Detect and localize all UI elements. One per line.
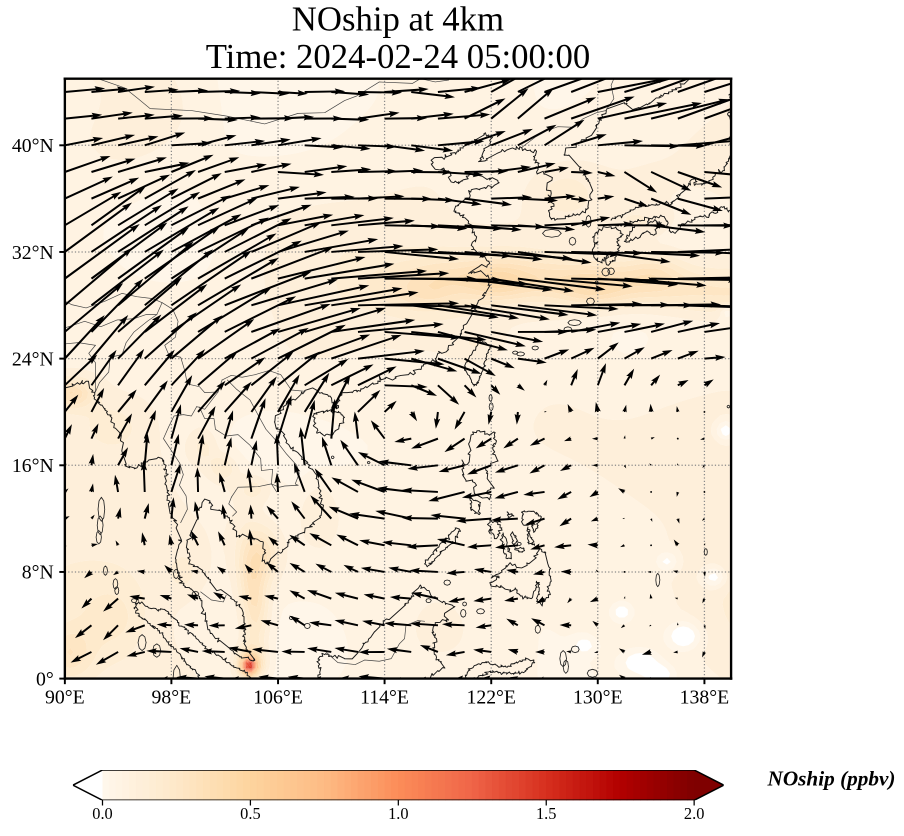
svg-text:130°E: 130°E xyxy=(573,686,623,708)
svg-text:1.5: 1.5 xyxy=(536,804,556,823)
svg-text:40°N: 40°N xyxy=(12,135,54,157)
svg-text:122°E: 122°E xyxy=(466,686,516,708)
svg-text:90°E: 90°E xyxy=(45,686,85,708)
svg-text:1.0: 1.0 xyxy=(388,804,408,823)
svg-text:Time: 2024-02-24 05:00:00: Time: 2024-02-24 05:00:00 xyxy=(206,37,591,76)
svg-text:0.5: 0.5 xyxy=(240,804,260,823)
svg-text:NOship at 4km: NOship at 4km xyxy=(292,0,504,38)
svg-text:98°E: 98°E xyxy=(152,686,192,708)
svg-text:0°: 0° xyxy=(36,668,54,690)
svg-text:16°N: 16°N xyxy=(12,455,54,477)
svg-text:106°E: 106°E xyxy=(253,686,303,708)
svg-text:NOship (ppbv): NOship (ppbv) xyxy=(767,767,896,791)
svg-text:0.0: 0.0 xyxy=(92,804,112,823)
svg-text:24°N: 24°N xyxy=(12,348,54,370)
svg-text:2.0: 2.0 xyxy=(684,804,704,823)
svg-text:32°N: 32°N xyxy=(12,242,54,264)
svg-text:114°E: 114°E xyxy=(360,686,409,708)
svg-text:138°E: 138°E xyxy=(680,686,730,708)
svg-text:8°N: 8°N xyxy=(22,562,54,584)
